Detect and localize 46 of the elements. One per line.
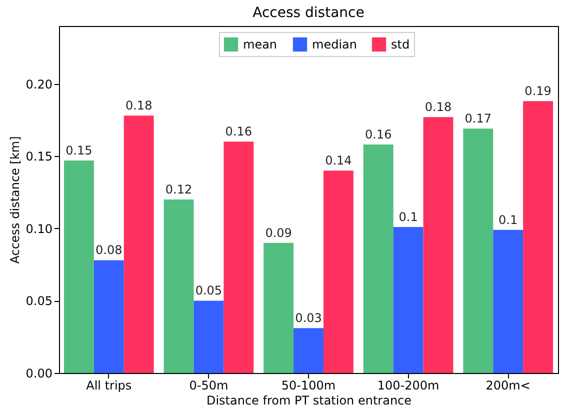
bar (523, 101, 554, 373)
y-axis-title: Access distance [km] (8, 136, 22, 264)
data-label: 0.14 (325, 154, 352, 168)
x-tick-label: 0-50m (189, 378, 228, 392)
legend-label: std (391, 37, 410, 52)
bar (463, 128, 494, 373)
y-tick-label: 0.05 (26, 294, 52, 308)
bar (64, 160, 94, 373)
data-label: 0.19 (524, 84, 552, 98)
data-label: 0.12 (165, 182, 192, 196)
data-label: 0.16 (225, 124, 252, 139)
bar (264, 242, 294, 373)
data-label: 0.05 (195, 284, 222, 298)
x-tick-label: All trips (86, 378, 132, 392)
data-label: 0.17 (464, 112, 492, 126)
bar (224, 142, 254, 373)
data-label: 0.15 (66, 143, 92, 158)
data-label: 0.16 (365, 128, 392, 142)
data-label: 0.1 (398, 210, 418, 224)
bar (323, 170, 354, 373)
data-label: 0.08 (96, 243, 122, 258)
bar (363, 144, 394, 373)
data-label: 0.18 (125, 98, 152, 113)
bar (294, 328, 324, 373)
bar (493, 230, 524, 373)
legend-label: mean (243, 37, 278, 52)
x-tick-label: 50-100m (281, 378, 336, 392)
bar (164, 200, 194, 373)
bar (124, 116, 154, 373)
data-label: 0.1 (498, 212, 518, 227)
legend-label: median (312, 37, 357, 52)
chart-title: Access distance (252, 5, 364, 21)
x-tick-label: 200m< (486, 378, 530, 392)
bar (94, 260, 124, 373)
x-tick-label: 100-200m (377, 378, 440, 392)
y-tick-label: 0.10 (26, 222, 52, 236)
bar (194, 300, 224, 373)
y-tick-label: 0.15 (26, 150, 52, 164)
x-axis-title: Distance from PT station entrance (206, 394, 412, 408)
y-tick-label: 0.00 (26, 366, 52, 380)
data-label: 0.18 (424, 100, 452, 114)
y-tick-label: 0.20 (26, 77, 52, 92)
bar (423, 117, 454, 373)
bar (393, 226, 424, 373)
data-label: 0.09 (265, 226, 292, 240)
data-label: 0.03 (295, 311, 322, 326)
